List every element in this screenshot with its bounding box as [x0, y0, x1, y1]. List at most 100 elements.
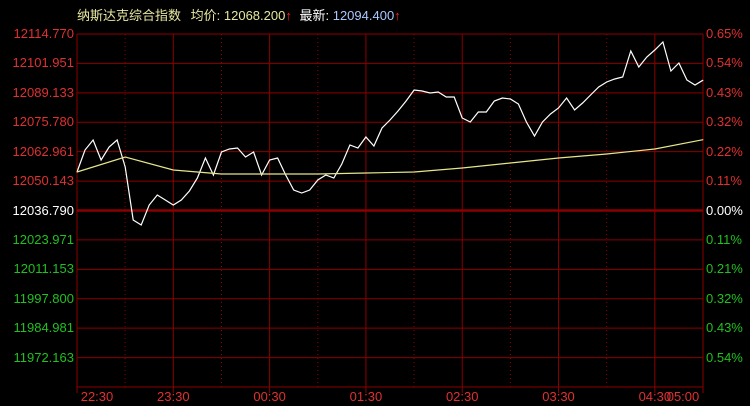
x-tick-label: 04:30: [638, 389, 672, 404]
price-point: [670, 70, 672, 72]
y-tick-label-left: 12101.951: [12, 55, 74, 71]
price-point: [630, 50, 632, 52]
price-point: [501, 97, 503, 99]
price-point: [421, 90, 423, 92]
price-point: [349, 144, 351, 146]
price-point: [662, 41, 664, 43]
price-point: [293, 189, 295, 191]
average-point: [461, 167, 463, 169]
price-point: [213, 174, 214, 176]
price-point: [550, 113, 551, 115]
average-point: [654, 148, 656, 150]
average-price-label: 均价:: [190, 8, 221, 23]
last-price-label: 最新:: [299, 8, 330, 23]
price-point: [317, 179, 319, 181]
y-tick-label-left: 11984.981: [13, 320, 75, 336]
price-point: [445, 96, 447, 98]
price-point: [261, 174, 262, 176]
price-point: [461, 117, 463, 119]
y-tick-label-right: 0.43%: [706, 320, 743, 336]
price-point: [453, 96, 455, 98]
price-point: [678, 62, 680, 64]
price-point: [598, 86, 600, 88]
price-point: [493, 100, 495, 102]
price-point: [148, 204, 150, 206]
x-tick-label: 22:30: [80, 389, 114, 404]
price-point: [574, 109, 575, 111]
price-point: [156, 194, 158, 196]
average-point: [702, 139, 704, 141]
x-tick-label: 03:30: [542, 389, 575, 404]
price-point: [534, 135, 535, 137]
average-point: [606, 153, 608, 155]
price-point: [269, 159, 271, 161]
x-tick-label: 23:30: [157, 389, 190, 404]
y-tick-label-right: 0.21%: [706, 261, 743, 277]
price-point: [140, 224, 142, 226]
average-point: [558, 157, 559, 159]
last-price-value: 12094.400: [332, 8, 395, 23]
price-point: [694, 84, 696, 86]
average-line: [76, 139, 704, 175]
price-point: [654, 49, 656, 51]
y-tick-label-right: 0.43%: [706, 84, 743, 100]
x-tick-label: 01:30: [349, 389, 383, 404]
price-point: [614, 78, 616, 80]
y-tick-label-left: 12089.133: [12, 84, 74, 100]
price-point: [229, 148, 230, 150]
price-point: [566, 97, 567, 99]
price-point: [477, 111, 479, 113]
price-point: [485, 111, 487, 113]
price-point: [325, 174, 327, 176]
y-tick-label-left: 12062.961: [12, 143, 74, 159]
price-point: [108, 146, 110, 148]
average-point: [221, 173, 222, 175]
price-point: [365, 136, 367, 138]
y-tick-label-left: 12011.153: [13, 261, 75, 277]
y-tick-label-right: 0.32%: [706, 114, 743, 130]
price-point: [622, 76, 624, 78]
price-point: [381, 127, 383, 129]
average-point: [317, 173, 319, 175]
price-point: [469, 121, 471, 123]
price-point: [405, 100, 407, 102]
y-tick-label-right: 0.32%: [706, 290, 743, 306]
price-point: [221, 151, 222, 153]
y-tick-label-right: 0.22%: [706, 143, 743, 159]
price-point: [413, 89, 415, 91]
x-tick-label: 00:30: [253, 389, 286, 404]
price-point: [132, 219, 134, 221]
y-tick-label-left: 11997.800: [13, 290, 75, 306]
index-name: 纳斯达克综合指数: [77, 8, 182, 23]
price-point: [638, 66, 640, 68]
up-arrow-icon: ↑: [285, 8, 292, 23]
price-point: [429, 92, 431, 94]
chart-header: 纳斯达克综合指数 均价: 12068.200↑ 最新: 12094.400↑: [77, 5, 401, 24]
price-point: [196, 177, 198, 179]
price-point: [582, 102, 584, 104]
price-point: [277, 157, 279, 159]
price-point: [84, 149, 86, 151]
price-point: [205, 157, 206, 159]
average-price-value: 12068.200: [223, 8, 286, 23]
price-point: [92, 139, 94, 141]
price-point: [702, 79, 704, 81]
price-point: [397, 110, 399, 112]
y-tick-label-left: 12114.770: [13, 26, 75, 41]
price-point: [333, 177, 335, 179]
price-point: [341, 163, 343, 165]
y-tick-label-right: 0.11%: [706, 173, 742, 189]
price-line: [76, 40, 704, 226]
average-point: [413, 171, 415, 173]
price-point: [437, 91, 439, 93]
y-tick-label-left: 12075.780: [12, 114, 74, 130]
price-point: [686, 79, 688, 81]
price-point: [180, 199, 182, 201]
price-point: [164, 199, 166, 201]
y-tick-label-left: 12023.971: [12, 231, 74, 247]
price-point: [518, 103, 519, 105]
y-tick-label-left: 12036.790: [12, 202, 74, 218]
price-point: [253, 151, 254, 153]
price-point: [509, 98, 511, 100]
average-point: [76, 171, 78, 173]
